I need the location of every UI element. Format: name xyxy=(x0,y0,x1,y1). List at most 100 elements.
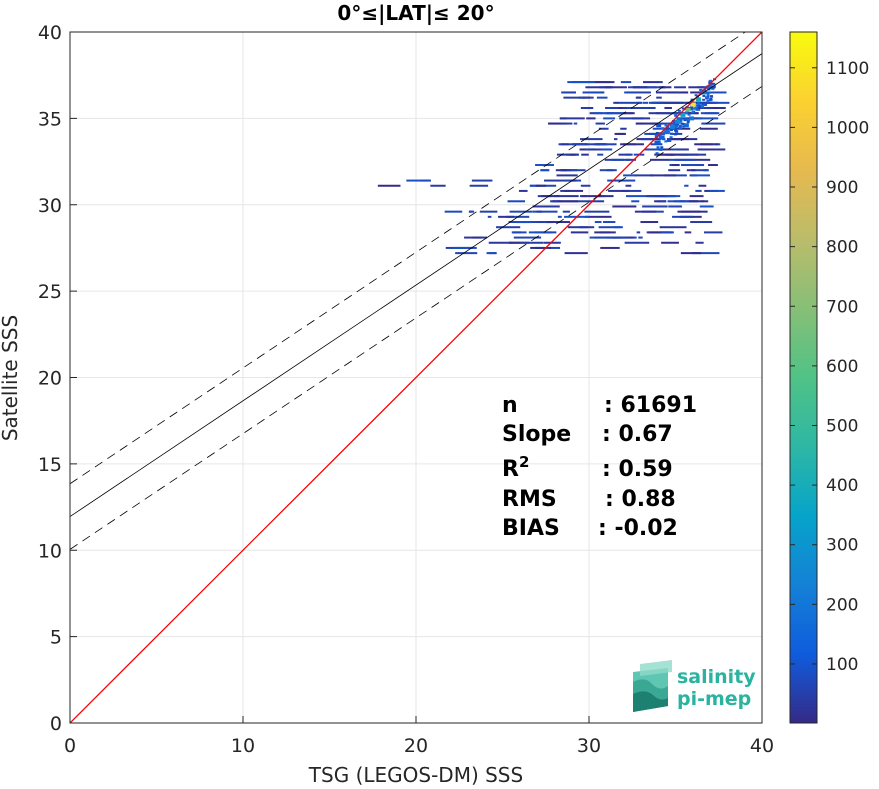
density-cell xyxy=(681,107,685,110)
density-streak xyxy=(657,200,667,203)
y-tick-label: 25 xyxy=(38,281,62,303)
density-streak xyxy=(581,195,602,198)
stat-label: RMS xyxy=(502,487,557,512)
density-peak xyxy=(695,97,701,102)
density-streak xyxy=(696,117,719,120)
density-cell xyxy=(662,131,666,134)
density-streak xyxy=(507,200,526,203)
x-tick-label: 0 xyxy=(64,735,76,757)
density-streak xyxy=(677,210,701,213)
density-streak xyxy=(548,122,567,125)
density-cell xyxy=(655,131,659,134)
density-cell xyxy=(677,109,681,112)
density-peak xyxy=(664,130,670,135)
density-cell xyxy=(672,123,676,126)
density-streak xyxy=(529,184,541,187)
density-streak xyxy=(688,86,704,89)
density-streak xyxy=(540,169,550,172)
density-peak xyxy=(656,123,662,128)
density-streak xyxy=(606,112,626,115)
x-axis-ticks: 0 10 20 30 40 xyxy=(64,716,774,757)
density-streak xyxy=(661,86,672,89)
density-streak xyxy=(406,179,429,182)
density-cell xyxy=(705,97,709,100)
density-streak xyxy=(668,158,694,161)
density-streak xyxy=(582,91,604,94)
y-tick-label: 30 xyxy=(38,195,62,217)
density-streak xyxy=(646,195,670,198)
density-streak xyxy=(521,221,546,224)
density-cell xyxy=(673,121,677,124)
density-cell xyxy=(701,106,705,109)
colorbar-tick-label: 700 xyxy=(826,297,858,317)
density-streak xyxy=(691,174,711,177)
density-cell xyxy=(683,119,687,122)
density-streak xyxy=(532,210,558,213)
density-streak xyxy=(654,153,673,156)
density-streak xyxy=(562,169,586,172)
stat-value: : 0.59 xyxy=(602,457,673,482)
density-cell xyxy=(696,102,700,105)
density-streak xyxy=(701,122,726,125)
density-streak xyxy=(676,148,689,151)
density-streak xyxy=(704,231,723,234)
density-streak xyxy=(599,231,616,234)
density-streak xyxy=(671,112,683,115)
regression-lower-line xyxy=(70,86,762,550)
density-streak xyxy=(624,241,650,244)
density-cell xyxy=(711,82,715,85)
colorbar-tick-label: 200 xyxy=(826,595,858,615)
density-cell xyxy=(676,123,680,126)
density-cell xyxy=(702,98,706,101)
density-streak xyxy=(697,86,709,89)
density-cell xyxy=(656,146,660,149)
density-cell xyxy=(685,112,689,115)
density-streak xyxy=(642,101,649,104)
density-streak xyxy=(699,127,718,130)
density-streak xyxy=(635,96,641,99)
density-streak xyxy=(658,148,680,151)
colorbar xyxy=(789,31,818,724)
density-streak xyxy=(595,122,605,125)
y-tick-label: 35 xyxy=(38,108,62,130)
density-streak xyxy=(635,122,662,125)
density-streak xyxy=(632,236,637,239)
density-streak xyxy=(658,112,670,115)
density-streak xyxy=(699,205,714,208)
density-streak xyxy=(611,158,637,161)
stat-label: R2 xyxy=(502,453,529,482)
density-streak xyxy=(544,179,567,182)
y-axis-ticks: 0 5 10 15 20 25 30 35 40 xyxy=(38,22,77,735)
density-peak xyxy=(659,135,665,140)
density-streak xyxy=(543,241,561,244)
density-peak xyxy=(689,116,695,121)
density-streak xyxy=(652,127,670,130)
density-streak xyxy=(578,143,583,146)
density-cell xyxy=(679,119,683,122)
density-streak xyxy=(594,81,615,84)
density-streak xyxy=(672,215,693,218)
density-streak xyxy=(644,148,666,151)
density-cell xyxy=(686,119,690,122)
density-streak xyxy=(511,231,527,234)
density-cell xyxy=(658,142,662,145)
density-streak xyxy=(589,236,616,239)
density-cell xyxy=(706,92,710,95)
density-peak xyxy=(654,140,660,145)
stat-label: BIAS xyxy=(502,516,560,541)
density-cell xyxy=(674,127,678,130)
regression-upper-line xyxy=(70,32,746,485)
density-streak xyxy=(572,91,576,94)
density-streak xyxy=(640,221,659,224)
density-streak xyxy=(681,164,705,167)
density-streak xyxy=(498,215,514,218)
density-streak xyxy=(625,153,631,156)
density-streak xyxy=(584,215,612,218)
density-peak xyxy=(690,102,696,107)
density-streak xyxy=(678,117,698,120)
density-streak xyxy=(603,221,616,224)
density-streak xyxy=(693,158,711,161)
density-streak xyxy=(487,215,492,218)
density-cell xyxy=(694,94,698,97)
